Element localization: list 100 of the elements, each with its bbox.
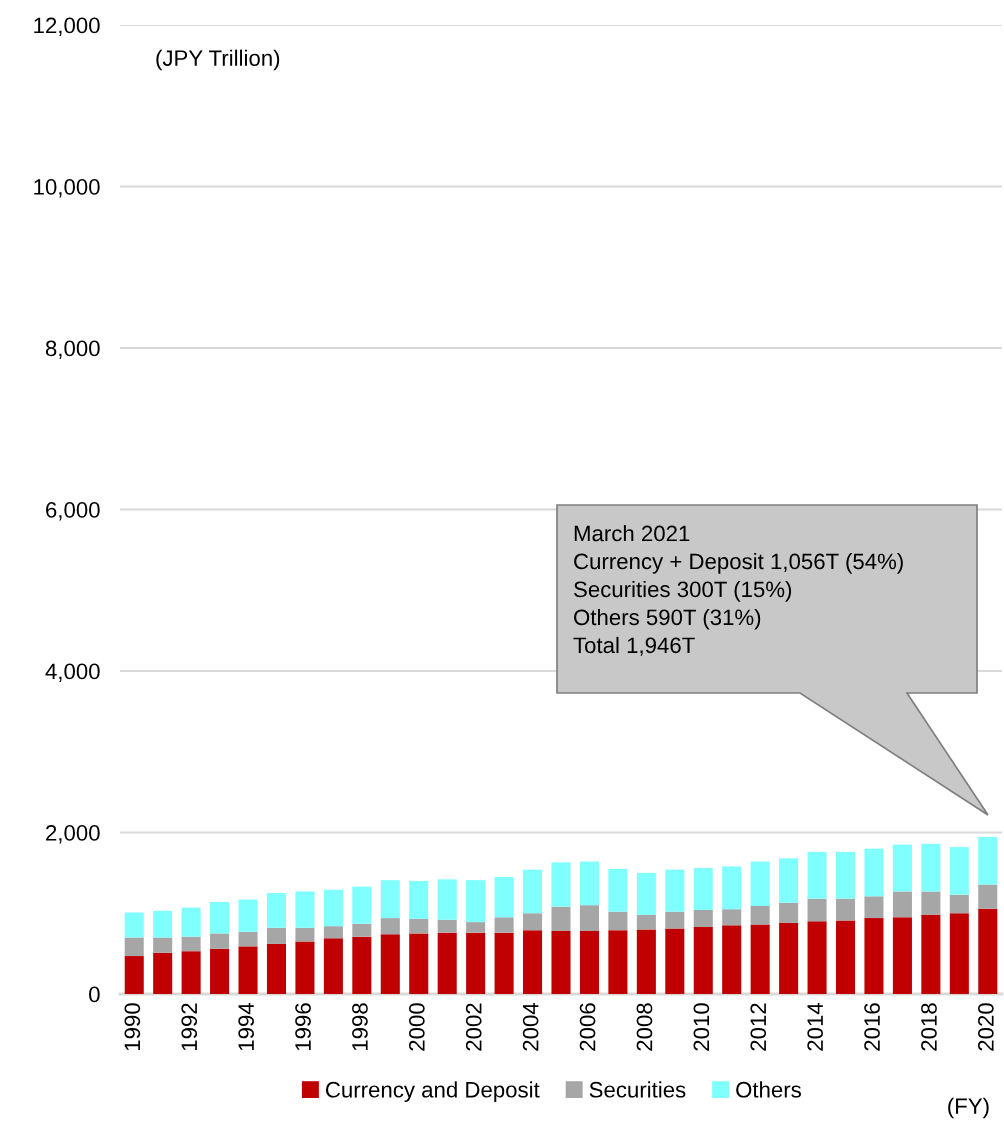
bar <box>323 926 343 939</box>
bar <box>665 928 685 994</box>
bar <box>295 891 315 928</box>
bar <box>779 858 799 903</box>
bar <box>466 922 486 933</box>
bar <box>807 851 827 899</box>
bar <box>181 951 201 994</box>
y-tick-label: 4,000 <box>45 663 100 682</box>
x-tick-label: 2000 <box>408 1003 425 1051</box>
bar <box>210 933 230 949</box>
bar <box>665 869 685 912</box>
bar <box>579 861 599 906</box>
bar <box>352 936 372 994</box>
bar <box>380 918 400 935</box>
bar <box>352 886 372 924</box>
bar <box>551 906 571 932</box>
bar <box>323 938 343 994</box>
x-tick-label: 2016 <box>864 1003 880 1051</box>
legend-label: Others <box>736 1081 801 1098</box>
bar <box>380 880 400 919</box>
bar <box>181 907 201 937</box>
bar <box>153 937 173 953</box>
bar <box>921 891 941 915</box>
bar <box>210 948 230 994</box>
bar <box>693 910 713 927</box>
bar <box>238 946 258 994</box>
y-axis-title: (JPY Trillion) <box>156 49 280 71</box>
bar <box>892 844 912 892</box>
legend-label: Securities <box>589 1081 686 1098</box>
bar <box>722 866 742 910</box>
bar <box>494 917 514 933</box>
legend-label: Currency and Deposit <box>325 1081 540 1102</box>
bar <box>608 911 628 931</box>
x-tick-label: 2006 <box>579 1003 596 1051</box>
bar <box>921 843 941 892</box>
bar <box>636 914 656 930</box>
bar <box>437 932 457 994</box>
x-tick-label: 1998 <box>352 1003 368 1051</box>
y-tick-label: 0 <box>89 986 100 1003</box>
bar <box>124 912 144 938</box>
bar <box>153 952 173 994</box>
bar <box>409 933 429 994</box>
annotation: March 2021 Currency + Deposit 1,056T (54%) Securities 300T (15%) Others 590T (31%) Total 1,946T <box>573 525 903 656</box>
y-tick-label: 6,000 <box>46 502 100 521</box>
x-axis-title: (FY) <box>948 1097 989 1119</box>
bar <box>466 932 486 994</box>
x-tick-label: 2020 <box>978 1003 994 1051</box>
bar <box>608 930 628 994</box>
bar <box>693 926 713 994</box>
x-tick-label: 2004 <box>522 1002 539 1051</box>
bar <box>238 931 258 947</box>
bar <box>779 902 799 923</box>
bar <box>210 901 230 934</box>
bar <box>551 862 571 907</box>
x-tick-label: 2012 <box>750 1003 767 1051</box>
bar <box>579 905 599 932</box>
bar <box>722 925 742 994</box>
bar <box>807 921 827 994</box>
x-tick-label: 2010 <box>693 1003 710 1051</box>
bar <box>864 896 884 919</box>
x-tick-label: 1990 <box>124 1003 141 1051</box>
bar <box>181 936 201 952</box>
bar <box>807 898 827 922</box>
bar <box>551 931 571 994</box>
x-tick-label: 2014 <box>807 1002 824 1051</box>
bar <box>523 913 543 931</box>
bar <box>750 861 770 906</box>
y-tick-label: 8,000 <box>45 340 100 359</box>
bar <box>636 929 656 994</box>
bar <box>295 927 315 942</box>
bar <box>921 914 941 994</box>
bar <box>608 868 628 912</box>
x-tick-label: 1996 <box>295 1003 311 1051</box>
bar <box>978 836 998 885</box>
bar <box>693 868 713 911</box>
bar <box>494 876 514 918</box>
y-tick-label: 2,000 <box>46 825 100 844</box>
bar <box>579 931 599 994</box>
bar <box>949 847 969 895</box>
bar <box>323 889 343 927</box>
bar <box>665 911 685 929</box>
bar <box>238 899 258 932</box>
bar <box>750 905 770 925</box>
bar <box>523 869 543 914</box>
bar <box>864 918 884 994</box>
bar <box>978 884 998 909</box>
bar <box>864 848 884 897</box>
y-tick-label: 10,000 <box>34 179 100 198</box>
bar <box>835 851 856 899</box>
x-tick-label: 1994 <box>238 1002 254 1051</box>
bar <box>636 872 656 915</box>
bar <box>266 893 287 928</box>
bar <box>949 894 969 914</box>
bar <box>949 913 969 994</box>
bar <box>892 891 912 918</box>
bar <box>523 930 543 994</box>
bar <box>437 879 457 920</box>
bar <box>124 937 144 957</box>
bar <box>295 941 315 994</box>
x-tick-label: 2002 <box>465 1003 482 1051</box>
